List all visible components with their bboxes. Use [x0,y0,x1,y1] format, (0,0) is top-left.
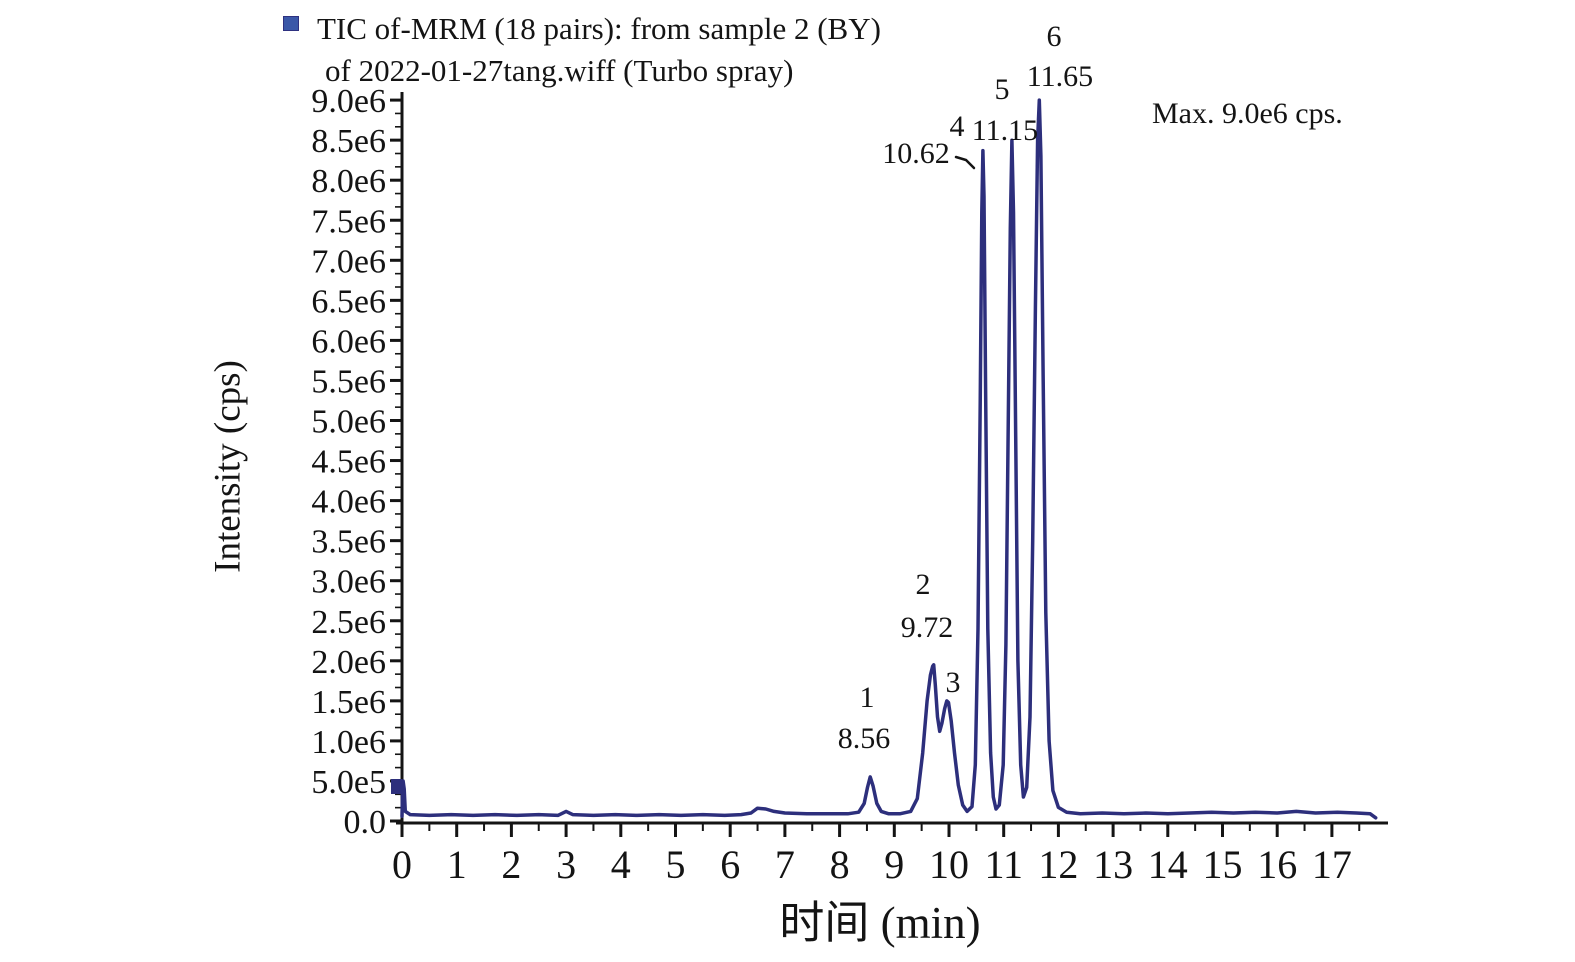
y-tick-label: 2.5e6 [311,604,386,641]
x-tick-label: 9 [884,842,904,887]
y-tick-label: 7.5e6 [311,203,386,240]
peak-6-number-label: 6 [1047,20,1062,53]
y-tick-label: 6.0e6 [311,323,386,360]
peak-2-number-label: 2 [916,568,931,601]
legend-text: TIC of-MRM (18 pairs): from sample 2 (BY… [317,8,881,92]
y-tick-label: 8.5e6 [311,123,386,160]
legend-line-1: TIC of-MRM (18 pairs): from sample 2 (BY… [317,11,881,46]
x-tick-label: 3 [556,842,576,887]
x-tick-label: 13 [1093,842,1133,887]
y-tick-label: 2.0e6 [311,644,386,681]
y-tick-label: 0.0 [344,804,387,841]
x-tick-label: 12 [1038,842,1078,887]
x-tick-label: 14 [1148,842,1188,887]
x-tick-label: 8 [830,842,850,887]
y-tick-label: 7.0e6 [311,243,386,280]
y-tick-label: 4.0e6 [311,484,386,521]
x-tick-label: 7 [775,842,795,887]
x-tick-label: 10 [929,842,969,887]
legend-series-marker-icon [283,16,299,31]
y-tick-label: 1.5e6 [311,684,386,721]
peak-4-number-label: 4 [950,110,965,143]
y-tick-label: 5.0e5 [311,764,386,801]
y-tick-label: 1.0e6 [311,724,386,761]
x-tick-label: 1 [447,842,467,887]
x-tick-label: 2 [501,842,521,887]
x-tick-label: 4 [611,842,631,887]
y-tick-label: 3.0e6 [311,564,386,601]
peak-6-rt-label: 11.65 [1027,60,1093,93]
x-tick-label: 11 [984,842,1023,887]
legend: TIC of-MRM (18 pairs): from sample 2 (BY… [283,8,881,92]
x-tick-label: 5 [666,842,686,887]
peak-5-rt-label: 11.15 [972,114,1038,147]
y-tick-label: 8.0e6 [311,163,386,200]
peak-5-number-label: 5 [995,73,1010,106]
y-tick-label: 3.5e6 [311,524,386,561]
max-intensity-annotation: Max. 9.0e6 cps. [1152,97,1343,130]
trace-start-marker [391,779,402,794]
trace-line [400,98,1378,820]
peak-2-rt-label: 9.72 [901,611,954,644]
x-tick-label: 17 [1312,842,1352,887]
peak-1-number-label: 1 [860,681,875,714]
y-tick-label: 4.5e6 [311,444,386,481]
peak-4-leader-line [954,155,976,170]
peak-4-rt-label: 10.62 [882,137,950,170]
legend-line-2: of 2022-01-27tang.wiff (Turbo spray) [325,53,794,88]
x-tick-label: 0 [392,842,412,887]
x-tick-label: 15 [1203,842,1243,887]
y-tick-label: 5.0e6 [311,404,386,441]
x-tick-label: 16 [1257,842,1297,887]
x-tick-label: 6 [720,842,740,887]
y-tick-label: 5.5e6 [311,363,386,400]
y-tick-label: 6.5e6 [311,283,386,320]
peak-3-number-label: 3 [946,666,961,699]
y-tick-label: 9.0e6 [311,83,386,120]
x-axis-title: 时间 (min) [779,898,981,948]
peak-1-rt-label: 8.56 [838,722,891,755]
